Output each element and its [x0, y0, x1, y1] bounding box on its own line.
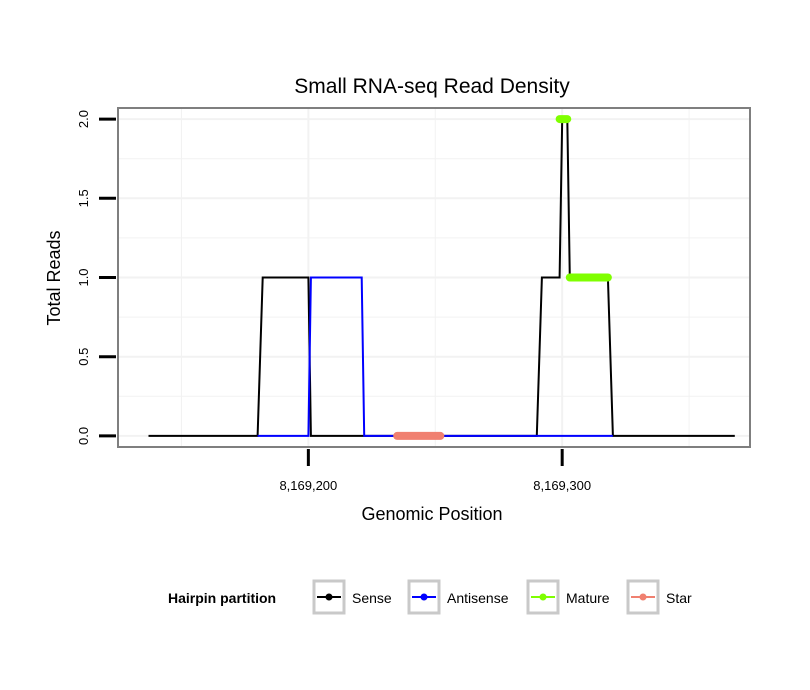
axes: 0.0 0.5 1.0 1.5 2.0 8,169,200 8,169,300: [76, 110, 591, 493]
series-layer: [148, 115, 735, 440]
y-tick-label: 0.0: [76, 427, 91, 445]
legend-dot-sense: [325, 593, 333, 601]
legend: Hairpin partition Sense Antisense Mature St…: [168, 579, 692, 615]
legend-dot-star: [639, 593, 647, 601]
legend-dot-mature: [539, 593, 547, 601]
legend-label-antisense: Antisense: [447, 590, 509, 606]
x-tick-label: 8,169,300: [533, 478, 591, 493]
x-tick-label: 8,169,200: [279, 478, 337, 493]
legend-label-star: Star: [666, 590, 692, 606]
legend-label-mature: Mature: [566, 590, 610, 606]
y-tick-label: 2.0: [76, 110, 91, 128]
grid: [118, 108, 750, 447]
legend-label-sense: Sense: [352, 590, 392, 606]
legend-dot-antisense: [420, 593, 428, 601]
chart-title: Small RNA-seq Read Density: [294, 75, 570, 98]
legend-title: Hairpin partition: [168, 590, 276, 606]
series-antisense-line: [257, 276, 613, 437]
plot-border: [117, 107, 751, 448]
y-tick-label: 1.0: [76, 268, 91, 286]
y-tick-label: 1.5: [76, 189, 91, 207]
x-axis-title: Genomic Position: [361, 504, 502, 524]
y-axis-title: Total Reads: [44, 230, 64, 325]
y-tick-label: 0.5: [76, 348, 91, 366]
